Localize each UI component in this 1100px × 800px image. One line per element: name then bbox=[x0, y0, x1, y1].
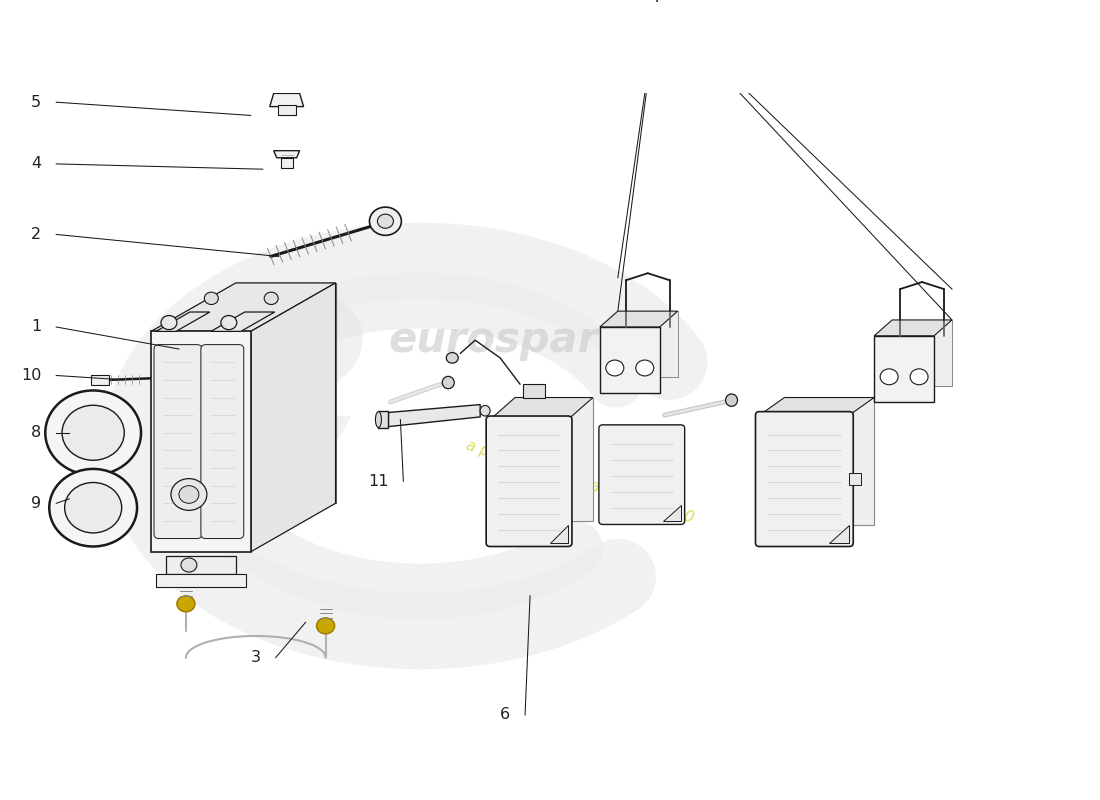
Ellipse shape bbox=[375, 412, 382, 427]
Polygon shape bbox=[166, 556, 235, 574]
Polygon shape bbox=[892, 320, 952, 386]
Polygon shape bbox=[251, 283, 336, 552]
Text: 1: 1 bbox=[31, 319, 42, 334]
Polygon shape bbox=[151, 283, 336, 331]
Polygon shape bbox=[274, 150, 299, 158]
Circle shape bbox=[317, 618, 334, 634]
Ellipse shape bbox=[726, 394, 737, 406]
Polygon shape bbox=[277, 105, 296, 115]
Circle shape bbox=[180, 558, 197, 572]
Text: 4: 4 bbox=[31, 157, 42, 171]
Circle shape bbox=[264, 292, 278, 305]
Polygon shape bbox=[211, 312, 275, 331]
Circle shape bbox=[170, 478, 207, 510]
Polygon shape bbox=[515, 398, 593, 521]
Text: 11: 11 bbox=[367, 474, 388, 489]
Text: 2: 2 bbox=[31, 227, 42, 242]
Polygon shape bbox=[829, 526, 849, 543]
Text: 7: 7 bbox=[652, 0, 663, 6]
Circle shape bbox=[50, 469, 138, 546]
Text: 9: 9 bbox=[31, 496, 42, 510]
FancyBboxPatch shape bbox=[486, 416, 572, 546]
Polygon shape bbox=[759, 398, 874, 415]
Text: 6: 6 bbox=[500, 707, 510, 722]
Circle shape bbox=[65, 482, 122, 533]
Text: 3: 3 bbox=[251, 650, 261, 665]
Text: a passion for ferrari since 1990: a passion for ferrari since 1990 bbox=[464, 438, 696, 526]
Text: eurospares: eurospares bbox=[388, 319, 651, 362]
Polygon shape bbox=[151, 331, 251, 552]
Circle shape bbox=[161, 315, 177, 330]
Polygon shape bbox=[784, 398, 874, 526]
Circle shape bbox=[880, 369, 898, 385]
Circle shape bbox=[177, 596, 195, 612]
Polygon shape bbox=[874, 320, 952, 336]
Polygon shape bbox=[600, 327, 660, 393]
Polygon shape bbox=[270, 94, 304, 106]
Circle shape bbox=[910, 369, 928, 385]
Polygon shape bbox=[600, 311, 678, 327]
Circle shape bbox=[45, 390, 141, 475]
Polygon shape bbox=[491, 398, 593, 419]
Circle shape bbox=[370, 207, 402, 235]
FancyBboxPatch shape bbox=[201, 345, 244, 538]
Ellipse shape bbox=[481, 406, 491, 416]
Polygon shape bbox=[235, 283, 336, 503]
Polygon shape bbox=[156, 312, 210, 331]
Polygon shape bbox=[280, 158, 293, 168]
Text: e: e bbox=[165, 214, 377, 538]
Ellipse shape bbox=[442, 376, 454, 389]
Text: 5: 5 bbox=[31, 94, 42, 110]
Polygon shape bbox=[618, 311, 678, 378]
Polygon shape bbox=[378, 410, 388, 428]
Circle shape bbox=[221, 315, 236, 330]
Polygon shape bbox=[156, 574, 245, 587]
Circle shape bbox=[179, 486, 199, 503]
Circle shape bbox=[377, 214, 394, 228]
Polygon shape bbox=[91, 374, 109, 385]
Polygon shape bbox=[388, 405, 481, 426]
Circle shape bbox=[272, 431, 315, 470]
Polygon shape bbox=[662, 505, 681, 521]
Text: 10: 10 bbox=[21, 368, 42, 383]
Polygon shape bbox=[874, 336, 934, 402]
Polygon shape bbox=[524, 384, 544, 398]
Text: 8: 8 bbox=[31, 426, 42, 440]
Circle shape bbox=[205, 292, 218, 305]
Circle shape bbox=[606, 360, 624, 376]
Polygon shape bbox=[550, 526, 568, 543]
Polygon shape bbox=[849, 473, 861, 486]
Circle shape bbox=[62, 406, 124, 460]
FancyBboxPatch shape bbox=[756, 412, 854, 546]
FancyBboxPatch shape bbox=[154, 345, 202, 538]
Circle shape bbox=[636, 360, 653, 376]
FancyBboxPatch shape bbox=[598, 425, 684, 525]
Circle shape bbox=[447, 353, 459, 363]
